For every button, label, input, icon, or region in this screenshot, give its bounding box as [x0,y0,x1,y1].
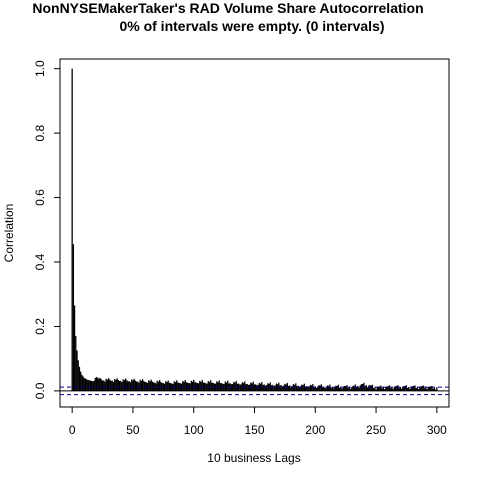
y-tick-label: 0.8 [33,124,47,141]
y-tick-label: 0.6 [33,189,47,206]
x-tick-label: 300 [427,423,447,437]
acf-bars [71,68,438,391]
x-axis: 0 50 100 150 200 250 300 [69,406,447,437]
y-tick-label: 1.0 [33,60,47,77]
x-tick-label: 50 [126,423,140,437]
chart-subtitle: 0% of intervals were empty. (0 intervals… [119,18,384,34]
y-axis-label: Correlation [2,204,16,263]
chart-title: NonNYSEMakerTaker's RAD Volume Share Aut… [32,0,423,16]
x-tick-label: 100 [184,423,204,437]
x-tick-label: 250 [366,423,386,437]
y-axis: 0.0 0.2 0.4 0.6 0.8 1.0 [33,60,61,399]
y-tick-label: 0.0 [33,382,47,399]
x-tick-label: 0 [69,423,76,437]
y-tick-label: 0.2 [33,318,47,335]
x-tick-label: 200 [305,423,325,437]
y-tick-label: 0.4 [33,253,47,270]
x-axis-label: 10 business Lags [207,451,300,465]
plot-frame [59,58,450,408]
x-tick-label: 150 [244,423,264,437]
confidence-bands [60,386,449,396]
